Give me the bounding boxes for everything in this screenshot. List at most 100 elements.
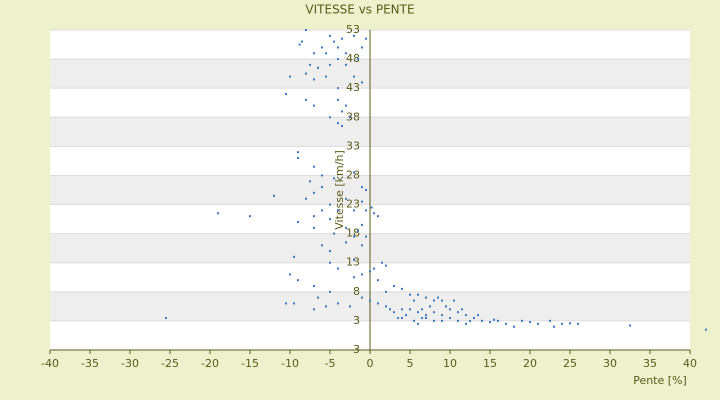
scatter-point xyxy=(217,212,219,215)
scatter-point xyxy=(321,186,323,189)
scatter-point xyxy=(329,218,331,221)
scatter-point xyxy=(577,322,579,325)
scatter-point xyxy=(421,308,423,311)
scatter-point xyxy=(349,305,351,308)
scatter-point xyxy=(345,197,347,200)
scatter-point xyxy=(285,302,287,305)
x-tick-label: -10 xyxy=(281,357,299,370)
scatter-point xyxy=(337,302,339,305)
scatter-point xyxy=(353,34,355,37)
scatter-point xyxy=(373,212,375,215)
scatter-point xyxy=(413,299,415,302)
scatter-point xyxy=(349,116,351,119)
scatter-point xyxy=(337,209,339,212)
scatter-point xyxy=(409,293,411,296)
scatter-point xyxy=(333,232,335,235)
scatter-point xyxy=(297,157,299,159)
scatter-point xyxy=(313,165,315,168)
y-tick-label: 43 xyxy=(346,81,360,94)
scatter-point xyxy=(477,314,479,317)
scatter-point xyxy=(405,314,407,317)
y-axis-title: Vitesse [km/h] xyxy=(333,150,346,230)
scatter-point xyxy=(345,226,347,229)
scatter-point xyxy=(361,223,363,226)
scatter-point xyxy=(537,322,539,325)
chart-title: VITESSE vs PENTE xyxy=(305,3,414,17)
scatter-point xyxy=(341,125,343,127)
x-tick-label: 0 xyxy=(367,357,374,370)
scatter-point xyxy=(521,319,523,322)
scatter-point xyxy=(413,319,415,322)
scatter-point xyxy=(453,299,455,302)
scatter-point xyxy=(329,34,331,37)
scatter-point xyxy=(437,296,439,299)
y-tick-label: 53 xyxy=(346,23,360,36)
scatter-point xyxy=(361,244,363,247)
x-tick-label: 25 xyxy=(563,357,577,370)
scatter-point xyxy=(301,40,303,43)
scatter-point xyxy=(337,98,339,101)
scatter-point xyxy=(357,58,359,61)
x-tick-label: 20 xyxy=(523,357,537,370)
scatter-point xyxy=(333,177,335,180)
scatter-point xyxy=(321,244,323,247)
scatter-point xyxy=(329,250,331,253)
x-tick-label: -40 xyxy=(41,357,59,370)
scatter-point xyxy=(325,305,327,308)
scatter-point xyxy=(313,285,315,287)
scatter-point xyxy=(297,221,299,223)
scatter-point xyxy=(357,229,359,232)
scatter-point xyxy=(273,194,275,197)
scatter-point xyxy=(341,110,343,113)
scatter-point xyxy=(629,324,631,327)
scatter-point xyxy=(369,299,371,302)
scatter-point xyxy=(361,46,363,49)
scatter-point xyxy=(365,209,367,212)
scatter-point xyxy=(705,328,707,331)
scatter-point xyxy=(425,296,427,299)
scatter-point xyxy=(337,87,339,90)
scatter-point xyxy=(389,308,391,311)
x-tick-label: 30 xyxy=(603,357,617,370)
scatter-point xyxy=(513,325,515,328)
scatter-point xyxy=(329,203,331,206)
x-tick-label: -25 xyxy=(161,357,179,370)
scatter-point xyxy=(457,319,459,322)
scatter-point xyxy=(461,308,463,311)
y-tick-label: 8 xyxy=(353,285,360,298)
x-tick-label: 15 xyxy=(483,357,497,370)
scatter-point xyxy=(473,317,475,319)
scatter-point xyxy=(329,63,331,66)
scatter-point xyxy=(321,209,323,212)
scatter-point xyxy=(505,322,507,325)
x-tick-label: 5 xyxy=(407,357,414,370)
scatter-point xyxy=(465,322,467,325)
scatter-point xyxy=(401,308,403,311)
scatter-point xyxy=(345,241,347,244)
scatter-point xyxy=(289,273,291,276)
scatter-point xyxy=(341,37,343,40)
scatter-point xyxy=(325,75,327,78)
scatter-point xyxy=(353,235,355,238)
scatter-point xyxy=(345,104,347,107)
scatter-point xyxy=(337,122,339,125)
y-tick-label: 3 xyxy=(353,314,360,327)
scatter-point xyxy=(481,319,483,322)
scatter-point xyxy=(297,151,299,154)
scatter-point xyxy=(409,308,411,311)
scatter-point xyxy=(425,317,427,319)
scatter-point xyxy=(401,317,403,319)
y-tick-label: 28 xyxy=(346,168,360,181)
scatter-point xyxy=(417,311,419,314)
scatter-point xyxy=(321,174,323,177)
scatter-point xyxy=(329,116,331,119)
scatter-point xyxy=(429,305,431,308)
x-tick-label: -20 xyxy=(201,357,219,370)
scatter-point xyxy=(309,180,311,183)
scatter-point xyxy=(329,261,331,264)
scatter-point xyxy=(305,72,307,75)
scatter-point xyxy=(441,299,443,302)
scatter-point xyxy=(425,314,427,317)
scatter-point xyxy=(353,258,355,261)
scatter-point xyxy=(361,273,363,276)
